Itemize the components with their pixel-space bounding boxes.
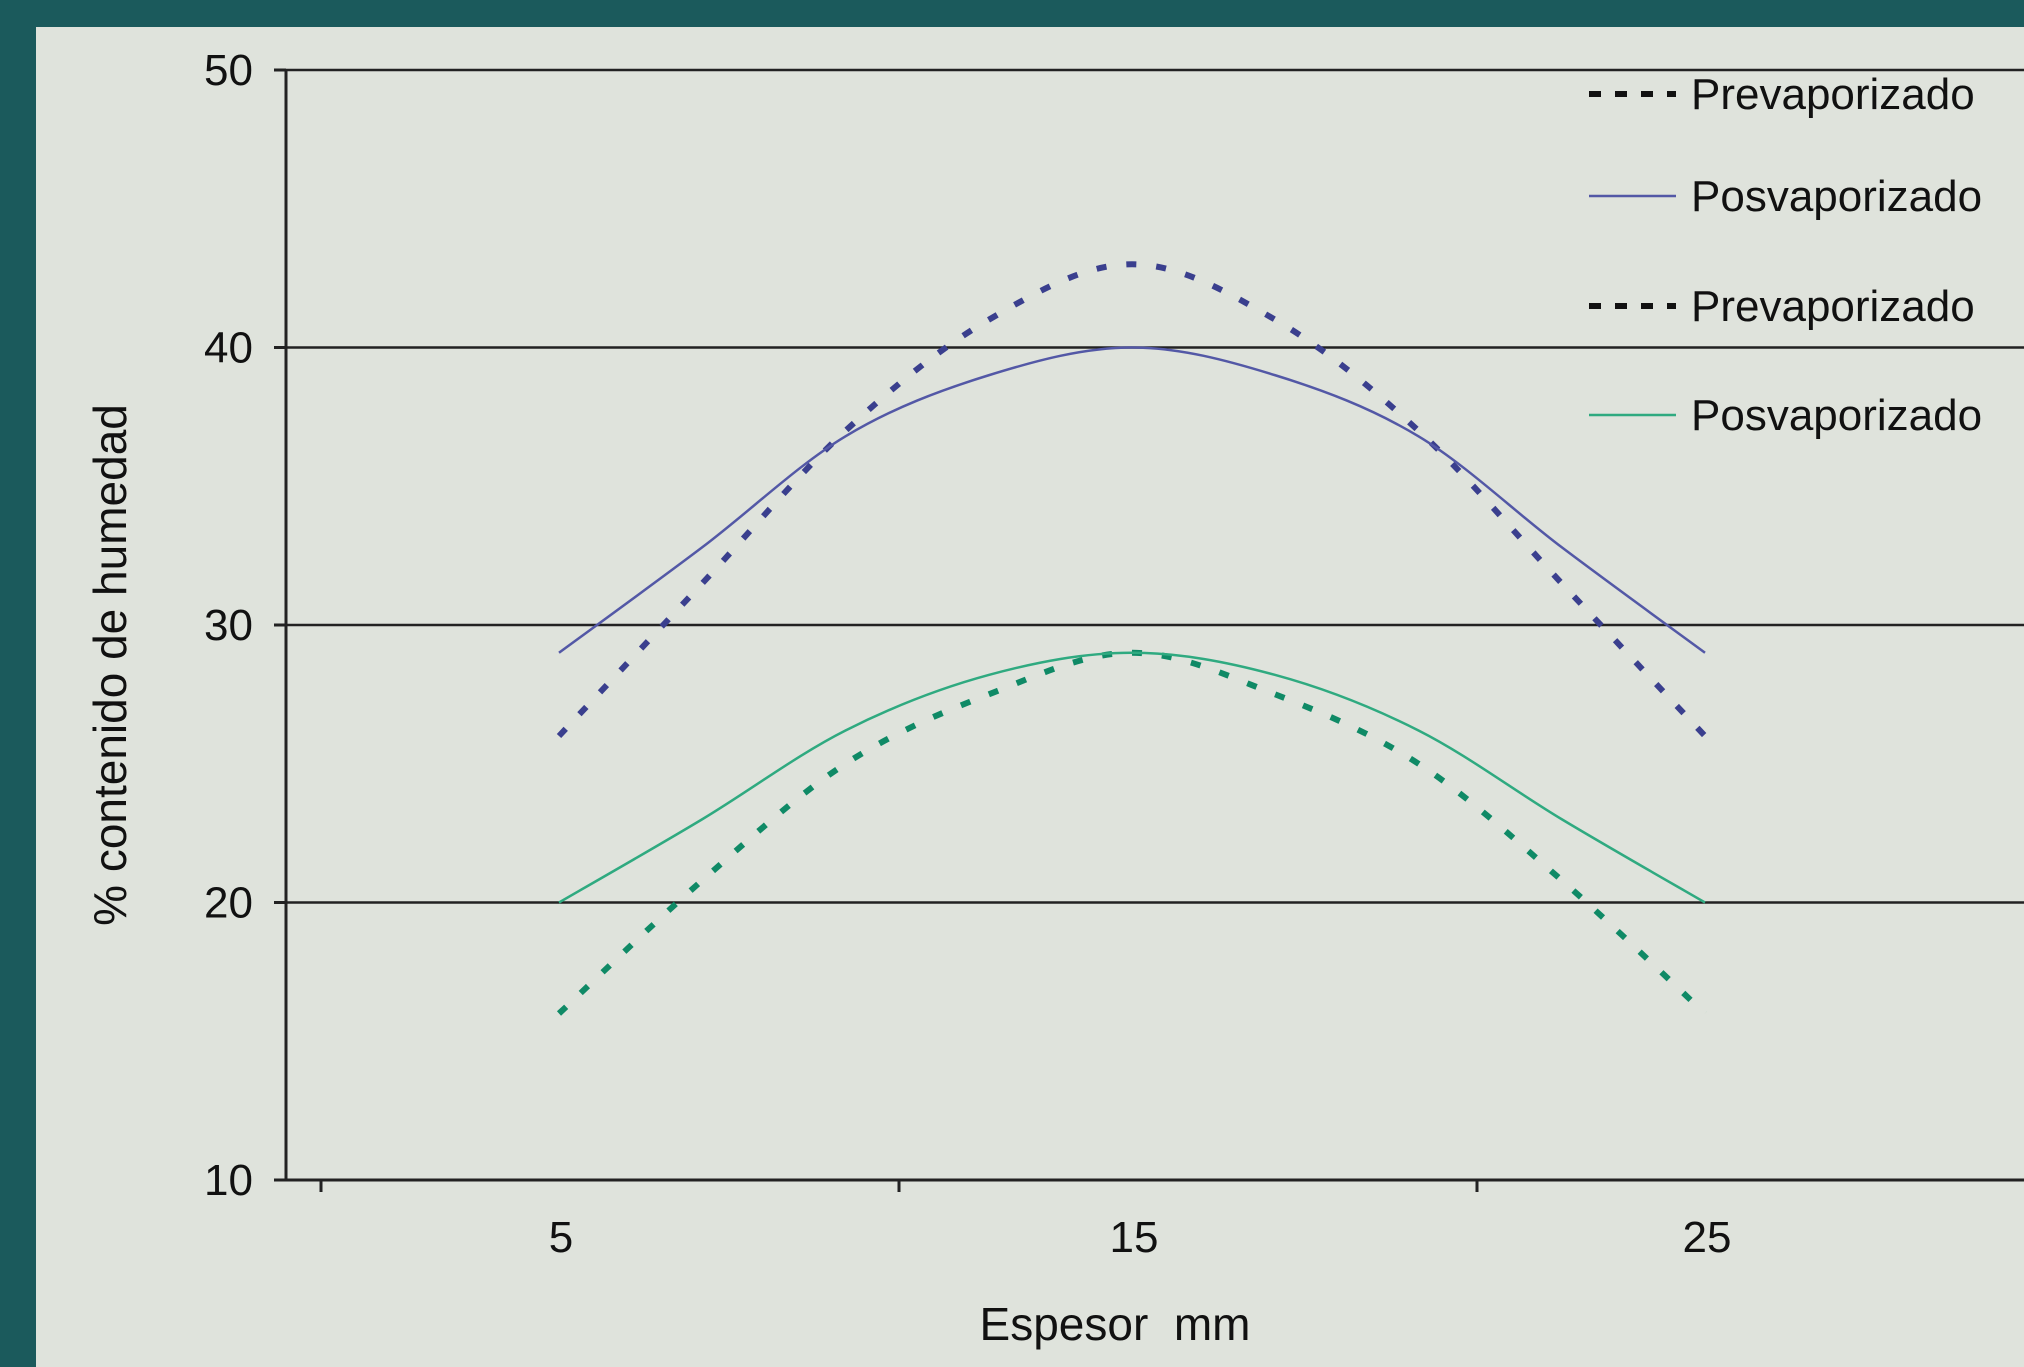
series-line-3	[556, 649, 1708, 1016]
series-line-2	[558, 346, 1706, 654]
y-tick-label-10: 10	[204, 1156, 253, 1205]
y-tick-label-40: 40	[204, 324, 253, 373]
legend-label-2: Posvaporizado	[1691, 172, 1982, 221]
x-tick-label-15: 15	[1110, 1213, 1159, 1262]
axes	[274, 68, 2024, 1192]
x-axis-label: Espesor mm	[980, 1298, 1251, 1350]
legend-label-4: Posvaporizado	[1691, 391, 1982, 440]
y-axis-label: % contenido de humedad	[84, 404, 136, 926]
y-tick-label-50: 50	[204, 46, 253, 95]
y-tick-label-20: 20	[204, 879, 253, 928]
legend-label-1: Prevaporizado	[1691, 70, 1975, 119]
y-tick-label-30: 30	[204, 601, 253, 650]
chart-panel: 10 20 30 40 50 5 15 25 Espesor mm % contenido d…	[36, 27, 2024, 1367]
series-line-4	[558, 651, 1706, 904]
legend-label-3: Prevaporizado	[1691, 282, 1975, 331]
series-line-1	[556, 261, 1708, 739]
legend: Prevaporizado Posvaporizado Prevaporizado P…	[1589, 70, 1982, 440]
x-tick-label-25: 25	[1683, 1213, 1732, 1262]
moisture-chart: 10 20 30 40 50 5 15 25 Espesor mm % contenido d…	[84, 46, 2024, 1350]
series-lines	[556, 261, 1708, 1016]
x-tick-label-5: 5	[549, 1213, 573, 1262]
tick-labels: 10 20 30 40 50 5 15 25	[204, 46, 1731, 1262]
